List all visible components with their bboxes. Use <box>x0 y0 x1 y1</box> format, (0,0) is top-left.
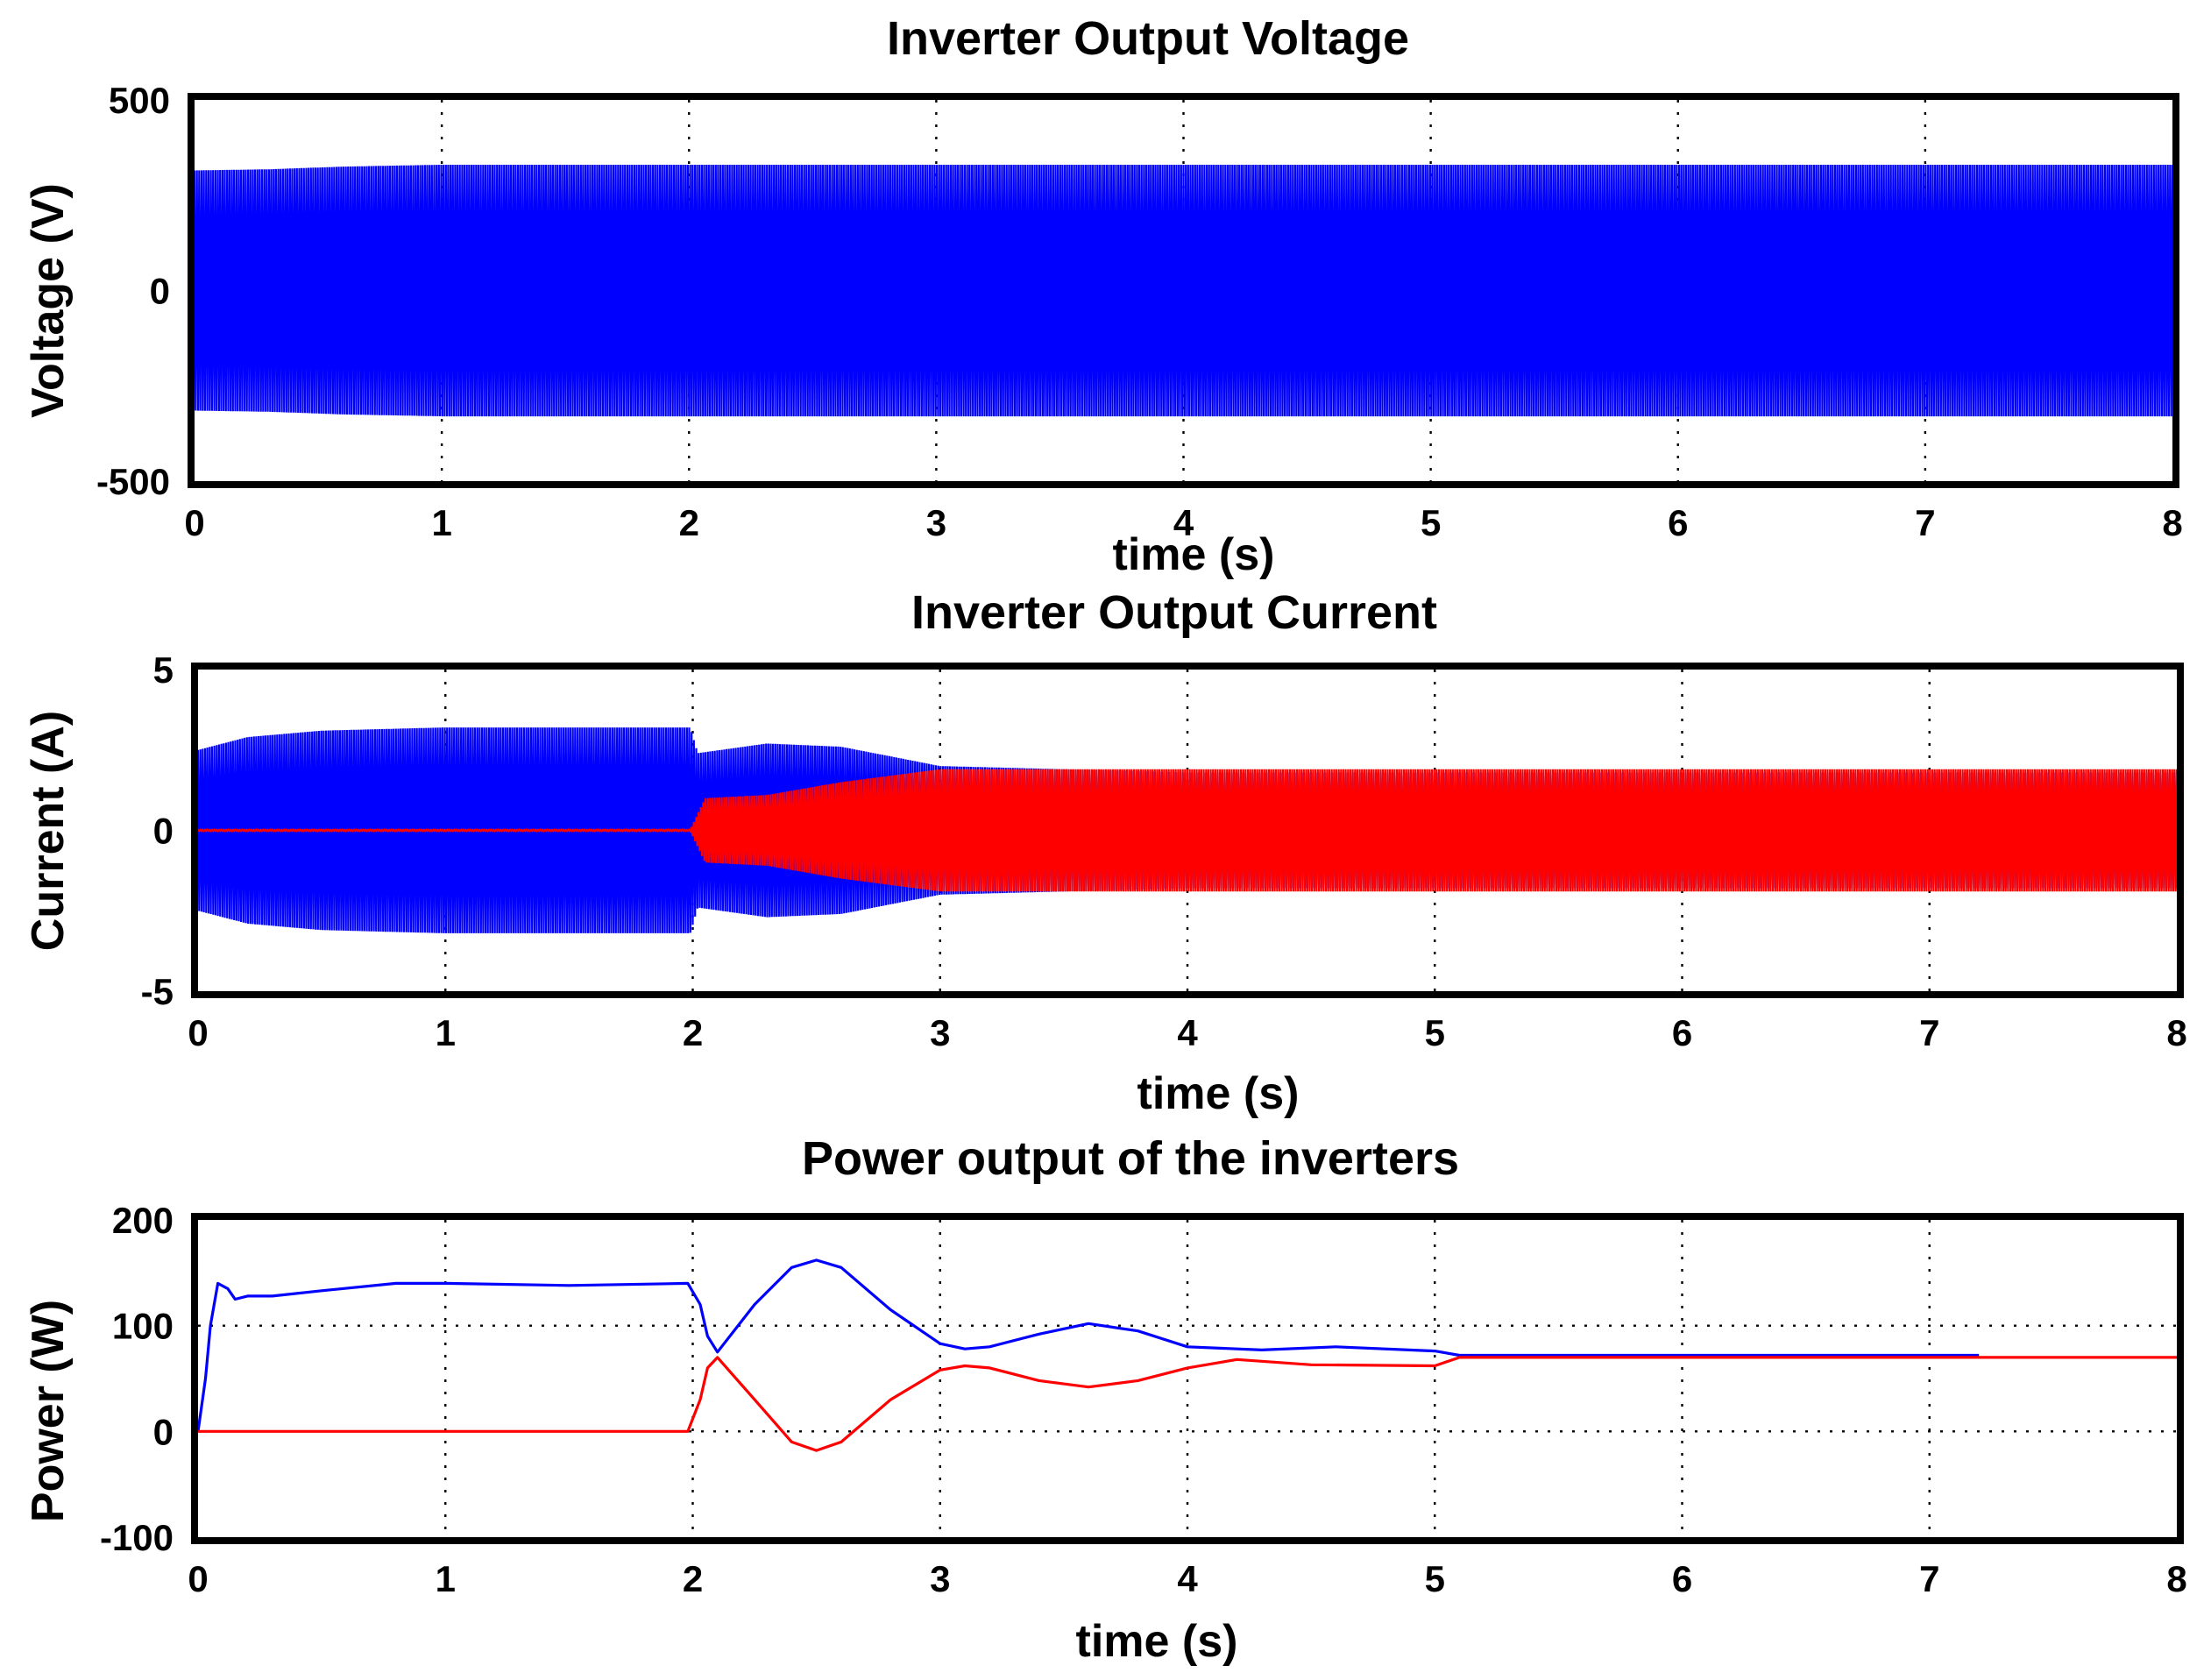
voltage-chart-series-0 <box>193 164 2174 417</box>
power-chart-xtick-7: 7 <box>1919 1558 1939 1599</box>
power-chart-ytick-200: 200 <box>112 1200 174 1241</box>
voltage-chart-xtick-2: 2 <box>679 502 699 543</box>
power-chart-xtick-6: 6 <box>1672 1558 1692 1599</box>
current-chart-xtick-8: 8 <box>2166 1012 2186 1053</box>
current-chart: Inverter Output Current Current (A) time… <box>23 586 2187 1119</box>
voltage-chart-ylabel: Voltage (V) <box>23 183 74 418</box>
current-chart-xtick-1: 1 <box>436 1012 456 1053</box>
power-chart-xtick-3: 3 <box>930 1558 950 1599</box>
voltage-chart-xlabel: time (s) <box>1113 529 1275 580</box>
current-chart-xtick-4: 4 <box>1177 1012 1198 1053</box>
current-chart-ytick-0: 0 <box>153 811 174 852</box>
power-chart-ylabel: Power (W) <box>23 1300 74 1522</box>
power-chart-xtick-0: 0 <box>188 1558 208 1599</box>
power-chart-ytick-100: 100 <box>112 1306 174 1347</box>
voltage-chart-xtick-1: 1 <box>431 502 451 543</box>
power-chart-xtick-4: 4 <box>1177 1558 1198 1599</box>
voltage-chart-xtick-3: 3 <box>926 502 946 543</box>
voltage-chart-xtick-5: 5 <box>1421 502 1441 543</box>
current-chart-xtick-6: 6 <box>1672 1012 1692 1053</box>
current-chart-ytick-5: 5 <box>153 649 174 691</box>
voltage-chart-series <box>193 164 2174 417</box>
power-chart-frame <box>191 1213 2184 1544</box>
current-chart-ytick-5: -5 <box>141 971 174 1012</box>
power-chart-xtick-8: 8 <box>2166 1558 2186 1599</box>
power-chart-xtick-1: 1 <box>436 1558 456 1599</box>
power-chart-series <box>196 1258 2177 1452</box>
voltage-chart-ytick-500: 500 <box>109 80 170 121</box>
current-chart-title: Inverter Output Current <box>911 586 1437 639</box>
voltage-chart-frame <box>188 93 2179 488</box>
voltage-chart-xtick-4: 4 <box>1173 502 1194 543</box>
current-chart-xtick-7: 7 <box>1919 1012 1939 1053</box>
current-chart-xtick-0: 0 <box>188 1012 208 1053</box>
current-chart-xtick-2: 2 <box>683 1012 703 1053</box>
current-chart-ylabel: Current (A) <box>23 711 74 951</box>
power-chart-title: Power output of the inverters <box>802 1132 1459 1185</box>
current-chart-xtick-3: 3 <box>930 1012 950 1053</box>
current-chart-ticks: 0 1 2 3 4 5 6 7 8 -5 0 5 <box>141 649 2187 1053</box>
power-chart-series-1 <box>198 1356 2177 1452</box>
power-chart: Power output of the inverters Power (W) … <box>23 1132 2187 1667</box>
current-chart-series-1 <box>197 769 2179 892</box>
power-chart-series-0 <box>196 1258 1980 1432</box>
voltage-chart-ytick-0: 0 <box>150 271 170 312</box>
voltage-chart-xtick-0: 0 <box>184 502 204 543</box>
current-chart-series <box>196 727 2179 933</box>
voltage-chart-xtick-7: 7 <box>1915 502 1935 543</box>
voltage-chart-title: Inverter Output Voltage <box>887 12 1409 65</box>
power-chart-xlabel: time (s) <box>1076 1616 1238 1667</box>
power-chart-ticks: 0 1 2 3 4 5 6 7 8 -100 0 100 200 <box>100 1200 2187 1599</box>
voltage-chart-ytick-500: -500 <box>96 461 170 502</box>
power-chart-xtick-2: 2 <box>683 1558 703 1599</box>
power-chart-grid <box>198 1220 2177 1537</box>
voltage-chart-ticks: 0 1 2 3 4 5 6 7 8 -500 0 500 <box>96 80 2183 543</box>
voltage-chart-grid <box>195 100 2172 481</box>
voltage-chart-xtick-6: 6 <box>1668 502 1688 543</box>
power-chart-xtick-5: 5 <box>1425 1558 1445 1599</box>
current-chart-xlabel: time (s) <box>1137 1068 1300 1119</box>
power-chart-ytick-0: 0 <box>153 1411 174 1452</box>
power-chart-ytick-100: -100 <box>100 1517 174 1558</box>
current-chart-frame <box>191 663 2184 998</box>
voltage-chart: Inverter Output Voltage Voltage (V) time… <box>23 12 2183 580</box>
current-chart-xtick-5: 5 <box>1425 1012 1445 1053</box>
voltage-chart-xtick-8: 8 <box>2162 502 2182 543</box>
